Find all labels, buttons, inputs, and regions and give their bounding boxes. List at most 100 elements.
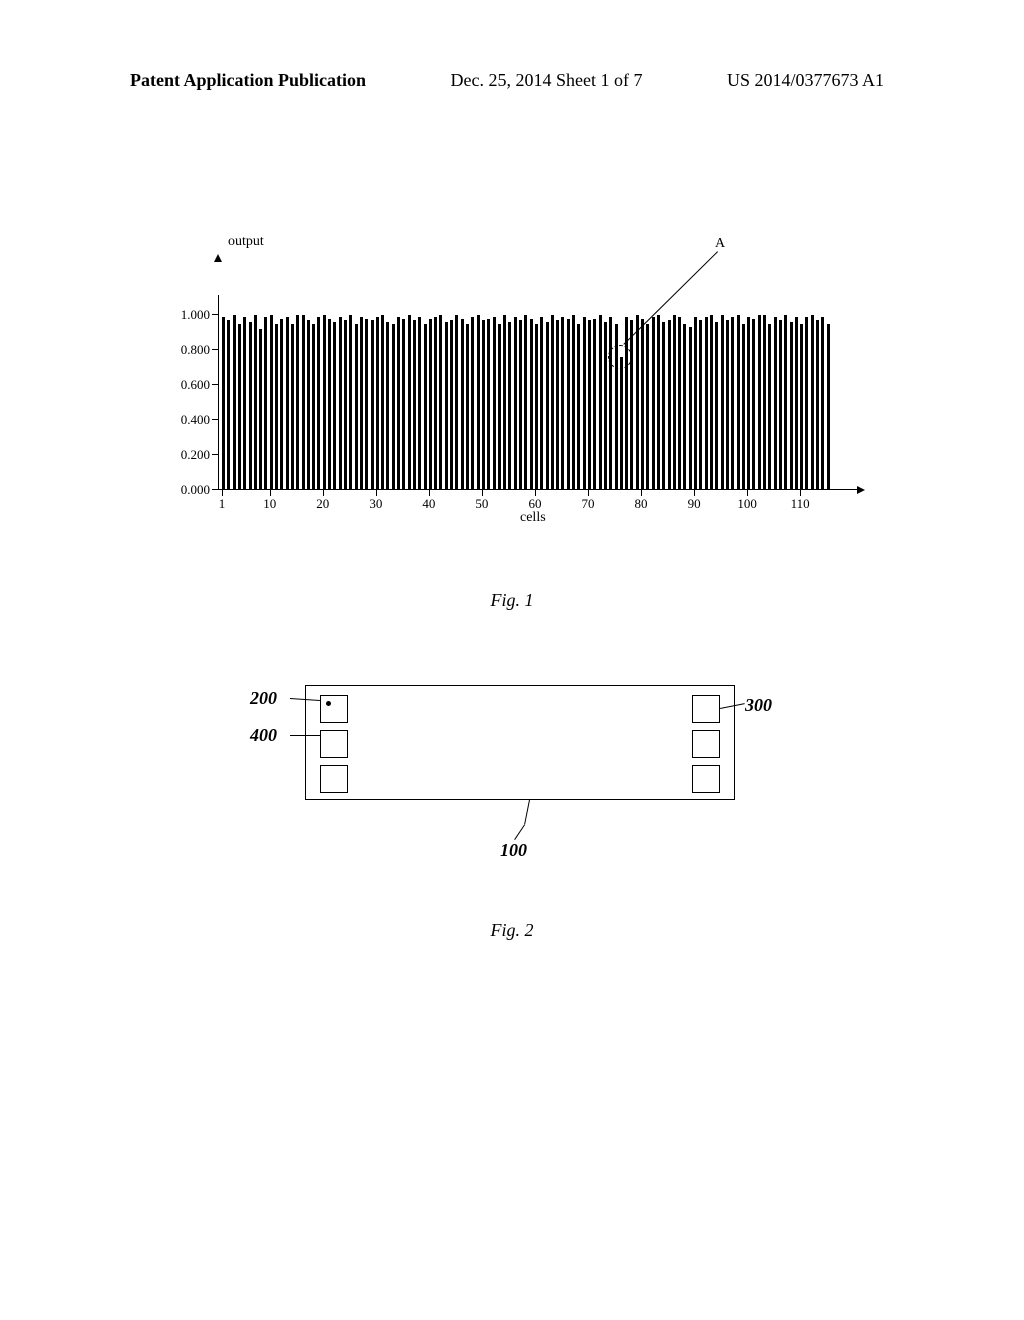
data-bar bbox=[742, 324, 745, 490]
y-axis-title: output bbox=[228, 234, 264, 250]
data-bar bbox=[821, 317, 824, 490]
outer-box bbox=[305, 685, 735, 800]
data-bar bbox=[477, 315, 480, 490]
figure-2-caption: Fig. 2 bbox=[0, 920, 1024, 941]
data-bar bbox=[519, 320, 522, 490]
x-tick-label: 90 bbox=[679, 496, 709, 512]
data-bar bbox=[259, 329, 262, 490]
data-bar bbox=[630, 320, 633, 490]
data-bar bbox=[752, 319, 755, 491]
data-bar bbox=[503, 315, 506, 490]
data-bar bbox=[811, 315, 814, 490]
x-tick-label: 30 bbox=[361, 496, 391, 512]
data-bar bbox=[721, 315, 724, 490]
x-tick bbox=[376, 490, 377, 496]
data-bar bbox=[349, 315, 352, 490]
data-bar bbox=[493, 317, 496, 490]
inner-box-right bbox=[692, 765, 720, 793]
data-bar bbox=[264, 317, 267, 490]
data-bar bbox=[424, 324, 427, 490]
data-bar bbox=[546, 322, 549, 490]
data-bar bbox=[567, 319, 570, 491]
data-bar bbox=[758, 315, 761, 490]
data-bar bbox=[572, 315, 575, 490]
data-bar bbox=[339, 317, 342, 490]
data-bar bbox=[333, 322, 336, 490]
data-bar bbox=[588, 320, 591, 490]
data-bar bbox=[487, 319, 490, 491]
data-bar bbox=[360, 317, 363, 490]
data-bar bbox=[254, 315, 257, 490]
x-tick bbox=[270, 490, 271, 496]
data-bar bbox=[429, 319, 432, 491]
data-bar bbox=[673, 315, 676, 490]
x-tick-label: 50 bbox=[467, 496, 497, 512]
data-bar bbox=[747, 317, 750, 490]
data-bar bbox=[827, 324, 830, 490]
x-tick bbox=[482, 490, 483, 496]
header-left: Patent Application Publication bbox=[130, 70, 366, 91]
data-bar bbox=[646, 324, 649, 490]
data-bar bbox=[227, 320, 230, 490]
data-bar bbox=[763, 315, 766, 490]
data-bar bbox=[683, 324, 686, 490]
data-bar bbox=[556, 320, 559, 490]
data-bar bbox=[593, 319, 596, 491]
data-bar bbox=[471, 317, 474, 490]
data-bar bbox=[779, 320, 782, 490]
data-bar bbox=[291, 324, 294, 490]
data-bar bbox=[657, 315, 660, 490]
data-bar bbox=[609, 317, 612, 490]
data-bar bbox=[381, 315, 384, 490]
figure-1: output cells A 1.0000.8000.6000.4000.200… bbox=[150, 250, 870, 530]
annotation-a-label: A bbox=[715, 236, 725, 252]
y-tick-label: 0.400 bbox=[155, 412, 210, 428]
data-bar bbox=[561, 317, 564, 490]
x-tick bbox=[323, 490, 324, 496]
data-bar bbox=[583, 317, 586, 490]
data-bar bbox=[408, 315, 411, 490]
data-bar bbox=[715, 322, 718, 490]
header-center: Dec. 25, 2014 Sheet 1 of 7 bbox=[451, 70, 643, 91]
data-bar bbox=[434, 317, 437, 490]
data-bar bbox=[376, 317, 379, 490]
data-bar bbox=[551, 315, 554, 490]
data-bar bbox=[275, 324, 278, 490]
data-bar bbox=[768, 324, 771, 490]
data-bar bbox=[296, 315, 299, 490]
defect-dot-icon bbox=[326, 701, 331, 706]
header-right: US 2014/0377673 A1 bbox=[727, 70, 884, 91]
data-bar bbox=[737, 315, 740, 490]
block-diagram: 200400300100 bbox=[230, 680, 790, 860]
x-tick bbox=[222, 490, 223, 496]
data-bar bbox=[307, 320, 310, 490]
data-bar bbox=[805, 317, 808, 490]
y-tick-label: 1.000 bbox=[155, 307, 210, 323]
x-tick-label: 60 bbox=[520, 496, 550, 512]
y-tick bbox=[212, 454, 218, 455]
data-bar bbox=[731, 317, 734, 490]
data-bar bbox=[577, 324, 580, 490]
inner-box-right bbox=[692, 695, 720, 723]
data-bar bbox=[328, 319, 331, 491]
data-bar bbox=[323, 315, 326, 490]
y-tick bbox=[212, 314, 218, 315]
data-bar bbox=[604, 322, 607, 490]
y-tick bbox=[212, 489, 218, 490]
page-header: Patent Application Publication Dec. 25, … bbox=[0, 0, 1024, 91]
data-bar bbox=[222, 317, 225, 490]
data-bar bbox=[540, 317, 543, 490]
data-bar bbox=[784, 315, 787, 490]
data-bar bbox=[233, 315, 236, 490]
x-tick-label: 110 bbox=[785, 496, 815, 512]
data-bar bbox=[402, 319, 405, 491]
data-bar bbox=[280, 319, 283, 491]
x-tick-label: 70 bbox=[573, 496, 603, 512]
x-tick bbox=[800, 490, 801, 496]
data-bar bbox=[795, 317, 798, 490]
data-bar bbox=[726, 320, 729, 490]
data-bar bbox=[392, 324, 395, 490]
x-tick bbox=[429, 490, 430, 496]
y-axis-arrow bbox=[214, 254, 222, 262]
data-bar bbox=[636, 315, 639, 490]
